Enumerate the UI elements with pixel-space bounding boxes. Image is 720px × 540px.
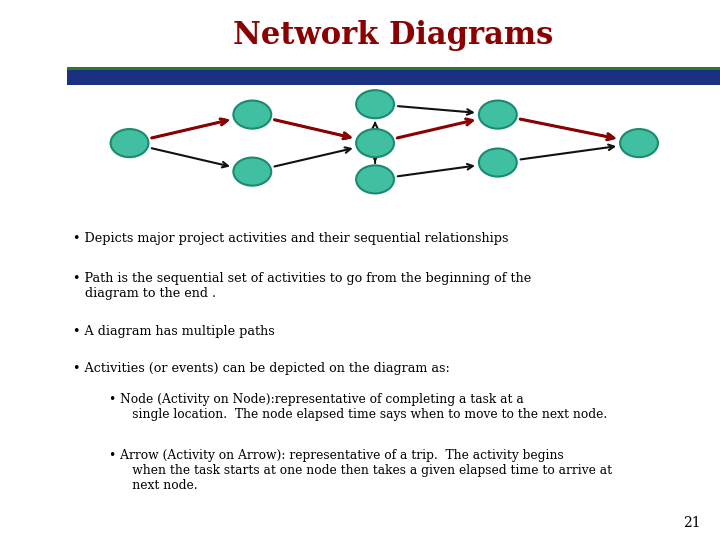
Ellipse shape bbox=[111, 129, 148, 157]
Text: Network Diagrams: Network Diagrams bbox=[233, 19, 554, 51]
Bar bbox=[67, 70, 720, 85]
Text: • Node (Activity on Node):representative of completing a task at a
      single : • Node (Activity on Node):representative… bbox=[109, 393, 608, 421]
Text: • Arrow (Activity on Arrow): representative of a trip.  The activity begins
    : • Arrow (Activity on Arrow): representat… bbox=[109, 449, 613, 492]
Text: • A diagram has multiple paths: • A diagram has multiple paths bbox=[73, 325, 275, 338]
Text: 21: 21 bbox=[683, 516, 701, 530]
Text: • Depicts major project activities and their sequential relationships: • Depicts major project activities and t… bbox=[73, 232, 509, 245]
Text: • Path is the sequential set of activities to go from the beginning of the
   di: • Path is the sequential set of activiti… bbox=[73, 272, 532, 300]
Ellipse shape bbox=[620, 129, 658, 157]
Ellipse shape bbox=[356, 129, 394, 157]
Ellipse shape bbox=[479, 148, 517, 177]
Ellipse shape bbox=[233, 158, 271, 186]
Ellipse shape bbox=[233, 100, 271, 129]
Ellipse shape bbox=[356, 90, 394, 118]
Text: • Activities (or events) can be depicted on the diagram as:: • Activities (or events) can be depicted… bbox=[73, 362, 451, 375]
Ellipse shape bbox=[479, 100, 517, 129]
Ellipse shape bbox=[356, 165, 394, 193]
Bar bbox=[67, 67, 720, 71]
